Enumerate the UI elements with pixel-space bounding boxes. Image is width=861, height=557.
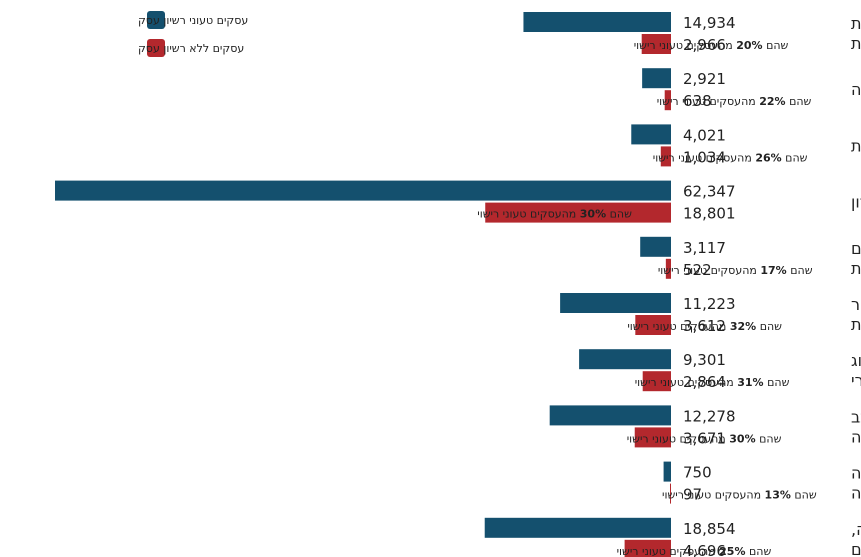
value-label-licensed-6: 11,223 [683,295,736,313]
legend-swatch-2 [147,39,165,57]
value-label-unlicensed-7: 2,864 [683,373,726,391]
bar-licensed-4 [55,180,671,201]
value-label-licensed-3: 4,021 [683,126,726,144]
bar-licensed-8 [549,405,671,426]
category-label-6-line-2: ושונות [851,315,861,334]
bar-licensed-3 [631,124,671,145]
value-label-licensed-9: 750 [683,464,712,482]
share-annotation-8: שהם 30% מהעסקים טעוני רישוי [627,432,782,445]
value-label-unlicensed-9: 97 [683,486,702,504]
bar-licensed-7 [579,349,671,370]
category-label-3: חקלאות [851,136,861,155]
share-annotation-10: שהם 25% מהעסקים טעוני רישוי [617,545,772,557]
share-annotation-3: שהם 26% מהעסקים טעוני רישוי [653,151,808,164]
category-label-2: דלק ואנרגיה [851,80,861,99]
share-annotation-1: שהם 20% מהעסקים טעוני רישוי [634,39,789,52]
bar-unlicensed-4 [485,202,671,223]
category-label-1-line-2: ורוקחות [851,34,861,53]
value-label-unlicensed-1: 2,966 [683,36,726,54]
category-label-4: מזון [851,193,861,212]
value-label-licensed-7: 9,301 [683,351,726,369]
bar-unlicensed-10 [624,539,671,557]
category-label-8-line-1: רכב [851,407,861,426]
category-label-5-line-2: ופסולת [851,259,861,278]
bar-licensed-5 [640,236,671,257]
value-label-unlicensed-8: 3,671 [683,429,726,447]
bar-unlicensed-3 [660,146,671,167]
category-label-6-line-1: מסחר [851,295,861,314]
value-label-licensed-2: 2,921 [683,70,726,88]
value-label-unlicensed-4: 18,801 [683,205,736,223]
category-label-8-line-2: ותחבורה [851,427,861,446]
bar-unlicensed-1 [641,34,671,54]
share-annotation-6: שהם 32% מהעסקים טעוני רישוי [627,320,782,333]
bar-unlicensed-9 [670,483,671,504]
value-label-unlicensed-5: 522 [683,261,712,279]
value-label-licensed-1: 14,934 [683,14,736,32]
bar-unlicensed-6 [635,315,671,335]
bar-licensed-9 [663,461,671,482]
share-annotation-9: שהם 13% מהעסקים טעוני רישוי [662,489,817,502]
bar-unlicensed-5 [665,258,671,279]
legend-label-1: עסקים טעוני רשיון עסק [138,14,248,27]
value-label-licensed-5: 3,117 [683,239,726,257]
legend-swatch-1 [147,11,165,29]
share-annotation-7: שהם 31% מהעסקים טעוני רישוי [635,376,790,389]
category-label-1-line-1: בריאות [851,14,861,33]
bar-licensed-1 [523,12,671,32]
value-label-unlicensed-3: 1,034 [683,148,726,166]
category-label-10-line-1: תעשייה, מלאכה, [851,520,861,539]
bar-unlicensed-7 [642,371,671,392]
bar-unlicensed-2 [664,90,671,111]
bar-unlicensed-8 [634,427,671,448]
category-label-5-line-1: מים [851,239,861,258]
value-label-licensed-4: 62,347 [683,183,736,201]
share-annotation-2: שהם 22% מהעסקים טעוני רישוי [657,95,812,108]
value-label-unlicensed-2: 638 [683,92,712,110]
share-annotation-4: שהם 30% מהעסקים טעוני רישוי [477,208,632,221]
category-label-9-line-1: שירותי שמירה [851,464,861,483]
category-label-7-line-1: עינוג [851,351,861,370]
value-label-unlicensed-10: 4,696 [683,542,726,557]
bar-licensed-2 [642,68,671,89]
bar-licensed-10 [484,517,671,538]
category-label-9-line-2: ואבטחה [851,484,861,503]
bar-licensed-6 [560,293,671,313]
share-annotation-5: שהם 17% מהעסקים טעוני רישוי [658,264,813,277]
legend-label-2: עסקים ללא רשיון עסק [138,42,244,55]
category-label-7-line-2: ציבורי [851,371,861,390]
value-label-licensed-10: 18,854 [683,520,736,538]
value-label-licensed-8: 12,278 [683,407,736,425]
category-label-10-line-2: כימיה ומחצבים [851,540,861,557]
value-label-unlicensed-6: 3,612 [683,317,726,335]
